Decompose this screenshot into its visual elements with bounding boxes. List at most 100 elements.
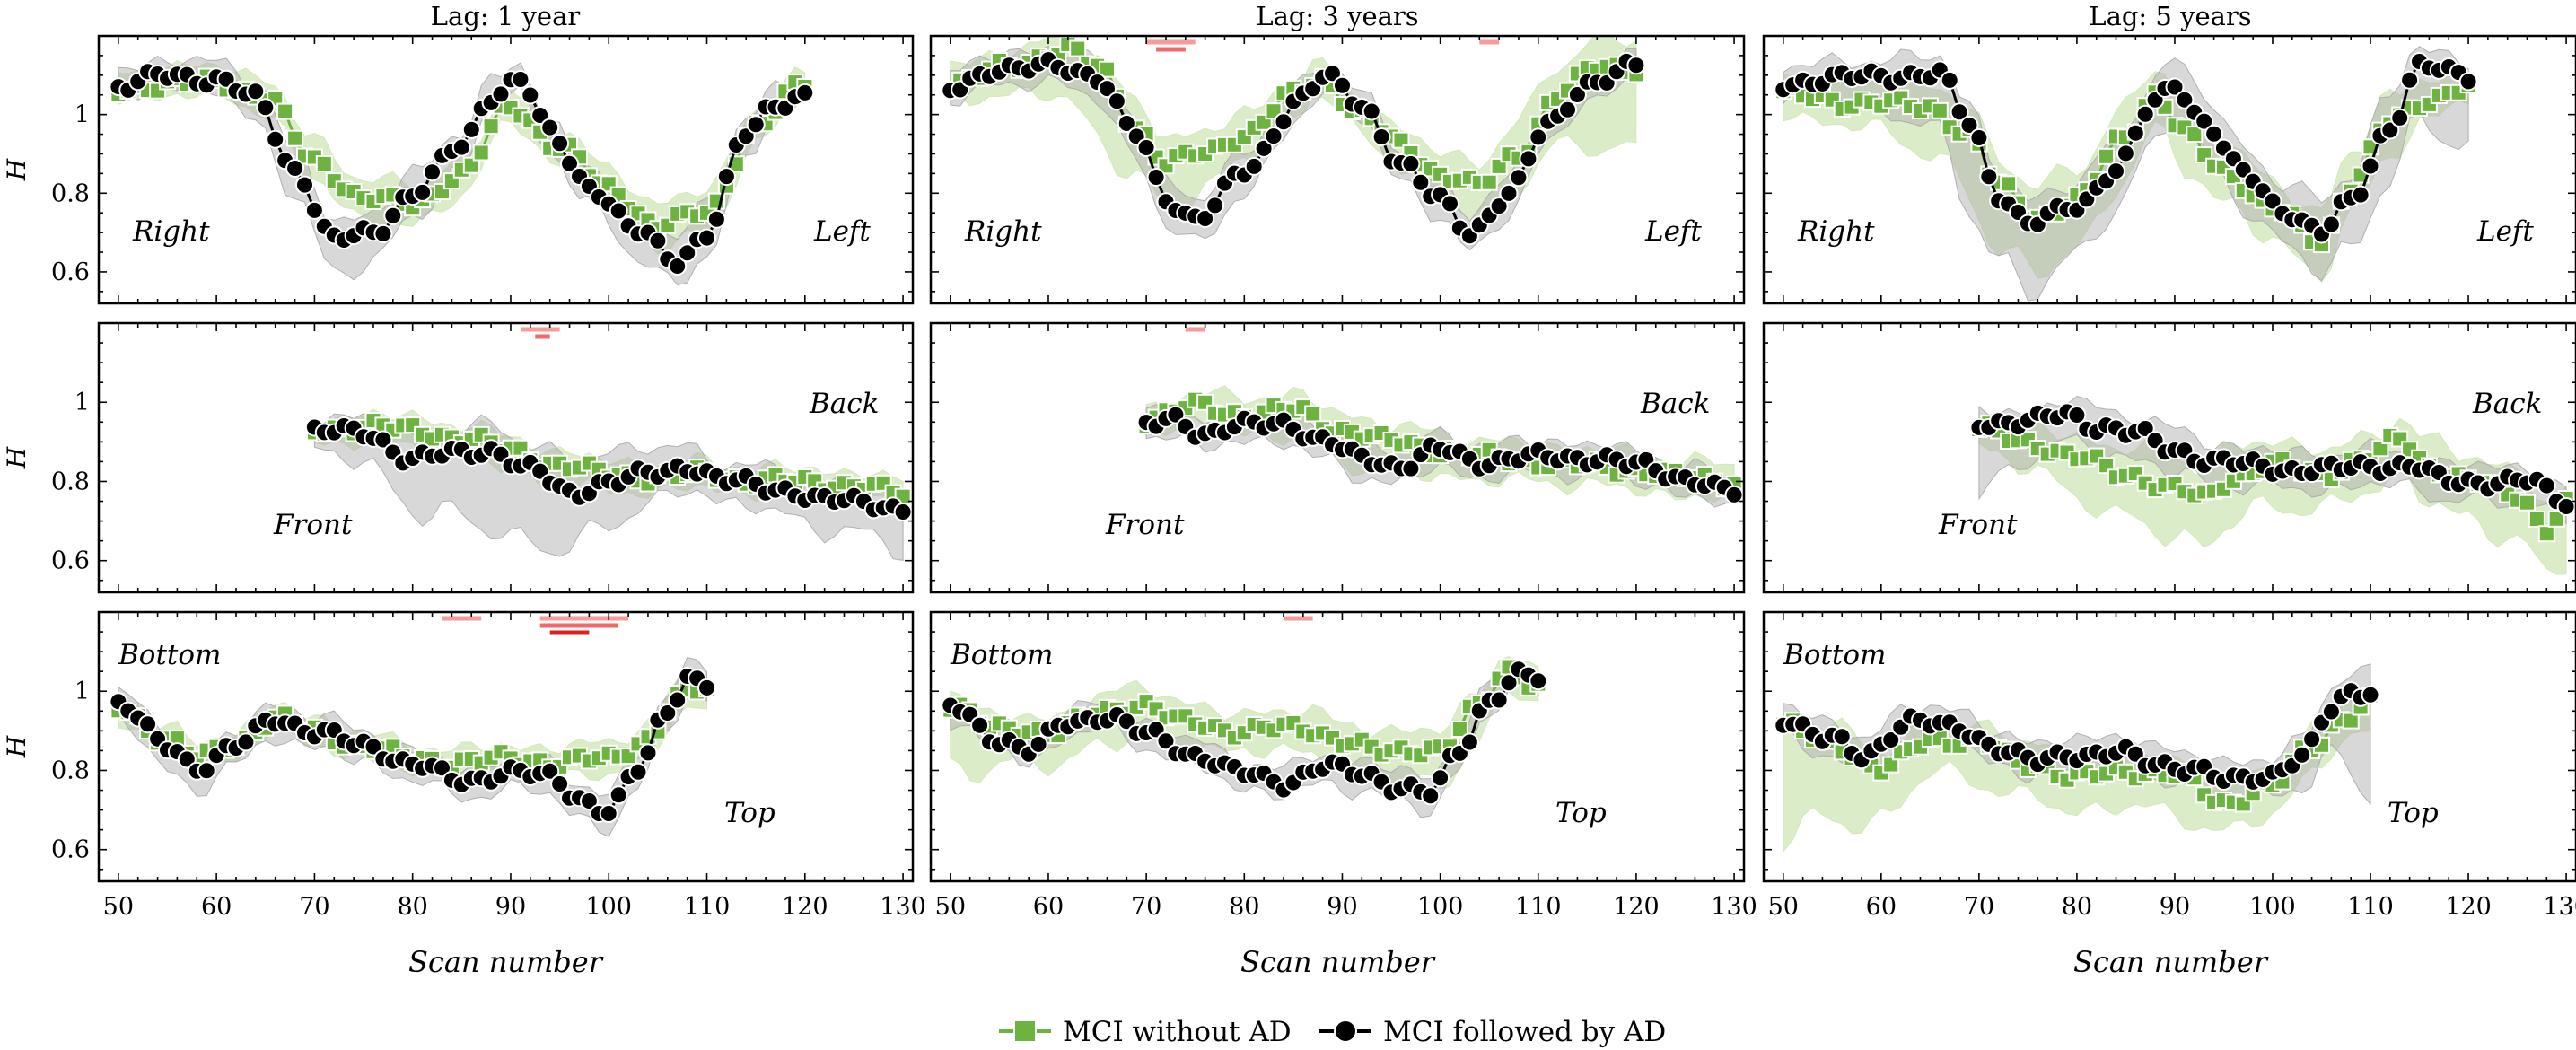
point-mci-followed-by-ad [2175,90,2195,109]
point-mci-without-ad [1931,101,1949,119]
point-mci-followed-by-ad [1519,149,1538,169]
point-mci-followed-by-ad [1489,197,1509,216]
region-annotation: Left [1644,215,1702,248]
x-tick-label: 60 [1033,893,1064,921]
point-mci-followed-by-ad [1401,459,1421,478]
point-mci-followed-by-ad [2400,70,2420,90]
point-mci-followed-by-ad [795,83,815,102]
significance-bar [1284,616,1313,621]
significance-bar [535,334,550,339]
point-mci-followed-by-ad [1107,92,1126,111]
significance-bar [1146,39,1196,45]
point-mci-followed-by-ad [2556,497,2576,516]
point-mci-followed-by-ad [1166,405,1186,424]
point-mci-followed-by-ad [1117,712,1136,731]
point-mci-followed-by-ad [2321,214,2341,234]
point-mci-without-ad [1882,756,1900,774]
point-mci-followed-by-ad [1098,79,1117,99]
x-tick-label: 50 [1768,893,1799,921]
point-mci-without-ad [2000,175,2018,193]
point-mci-followed-by-ad [2458,72,2478,92]
point-mci-followed-by-ad [373,223,393,243]
point-mci-followed-by-ad [609,201,628,221]
point-mci-followed-by-ad [2380,120,2400,140]
point-mci-without-ad [2186,126,2204,144]
point-mci-followed-by-ad [697,678,716,697]
point-mci-followed-by-ad [579,792,599,810]
point-mci-followed-by-ad [246,82,266,101]
point-mci-followed-by-ad [530,106,550,125]
point-mci-followed-by-ad [1146,168,1166,187]
panel-frame [929,321,1746,594]
column-title: Lag: 1 year [431,1,581,31]
point-mci-without-ad [276,102,294,120]
point-mci-followed-by-ad [2165,77,2185,97]
point-mci-followed-by-ad [2263,191,2282,211]
point-mci-followed-by-ad [2067,406,2087,424]
significance-bar [549,630,590,635]
point-mci-followed-by-ad [706,209,726,229]
panel-frame [1762,34,2576,305]
region-annotation: Top [724,797,775,829]
legend-square-marker-icon [1013,1019,1037,1043]
point-mci-followed-by-ad [1196,209,1215,228]
point-mci-followed-by-ad [138,714,158,734]
point-mci-without-ad [2371,440,2389,458]
plot-area [941,656,1548,818]
point-mci-followed-by-ad [2292,745,2312,765]
point-mci-followed-by-ad [423,162,442,182]
y-tick-label: 0.6 [51,258,90,286]
region-annotation: Front [273,509,353,541]
y-tick-label: 0.8 [51,468,90,495]
column-titles: Lag: 1 year Lag: 3 years Lag: 5 years [431,1,2252,31]
point-mci-followed-by-ad [1509,168,1529,188]
point-mci-followed-by-ad [511,70,530,89]
point-mci-followed-by-ad [236,732,256,752]
plot-area [304,408,913,561]
legend-circle-marker-icon [1334,1019,1357,1043]
point-mci-followed-by-ad [304,200,324,220]
legend-item-mci-followed-by-ad: MCI followed by AD [1319,1016,1666,1048]
x-tick-label: 130 [880,893,926,921]
point-mci-followed-by-ad [1459,732,1479,752]
x-tick-label: 70 [1131,893,1161,921]
point-mci-followed-by-ad [1626,56,1646,75]
point-mci-followed-by-ad [285,159,305,178]
point-mci-followed-by-ad [1979,167,1999,187]
point-mci-followed-by-ad [2125,123,2145,143]
point-mci-without-ad [462,156,480,174]
point-mci-followed-by-ad [716,167,736,187]
point-mci-without-ad [1480,173,1498,191]
point-mci-followed-by-ad [1529,671,1548,691]
significance-bar [442,616,482,621]
point-mci-followed-by-ad [1940,70,1959,90]
point-mci-followed-by-ad [697,228,716,248]
x-tick-label: 110 [2347,893,2394,921]
point-mci-followed-by-ad [893,503,913,521]
point-mci-followed-by-ad [1205,196,1225,215]
region-annotation: Back [1640,388,1710,420]
point-mci-followed-by-ad [1254,138,1274,158]
point-mci-without-ad [1304,405,1322,423]
point-mci-followed-by-ad [256,98,276,118]
y-tick-label: 1 [74,678,90,705]
panel-frame [97,321,915,594]
plot-area [941,36,1646,251]
region-annotation: Back [809,388,879,420]
region-annotation: Top [1555,797,1607,829]
significance-bar [520,327,560,332]
region-annotation: Right [132,215,210,248]
significance-bar [1479,39,1500,45]
x-axis-label: Scan number [1240,945,1436,979]
point-mci-without-ad [2528,511,2545,528]
region-annotation: Bottom [118,639,221,671]
band-mci-without-ad [1978,417,2567,575]
point-mci-followed-by-ad [638,743,658,763]
plot-area [1136,385,1744,508]
point-mci-followed-by-ad [1881,731,1901,749]
point-mci-without-ad [315,155,333,172]
point-mci-followed-by-ad [658,704,678,722]
point-mci-followed-by-ad [1156,731,1176,751]
y-tick-label: 0.8 [51,179,90,207]
point-mci-followed-by-ad [2361,685,2380,704]
